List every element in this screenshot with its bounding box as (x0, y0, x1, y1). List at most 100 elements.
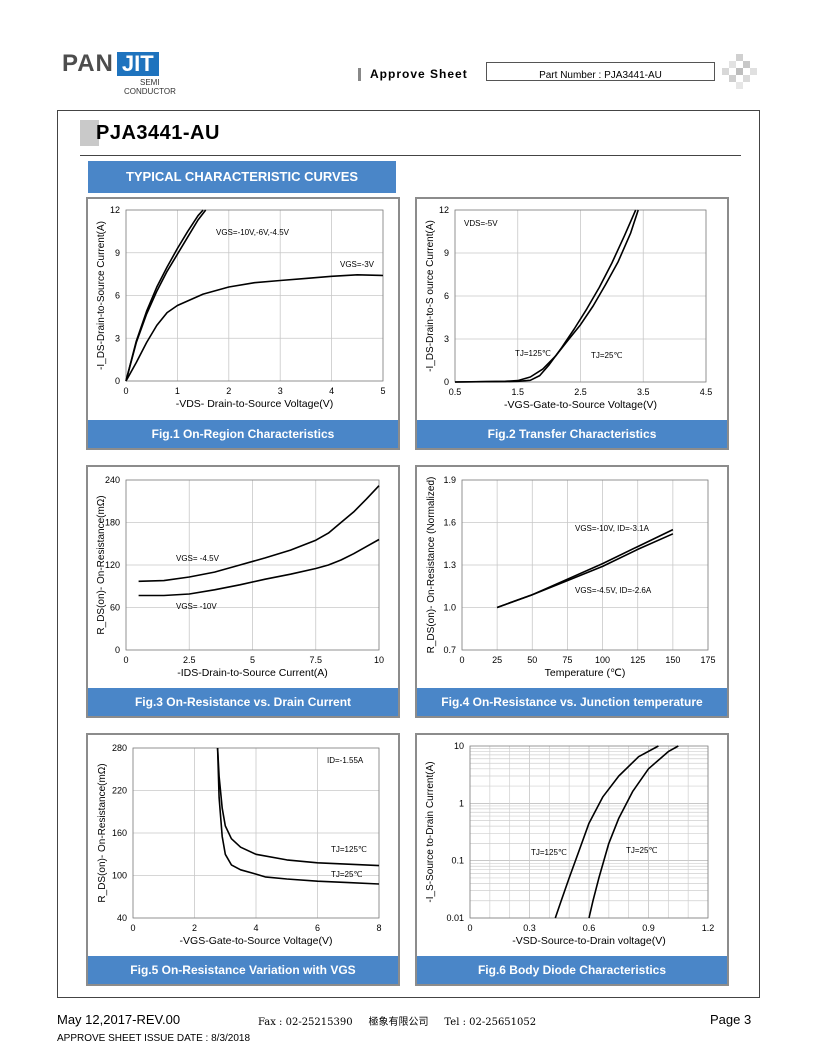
x-axis-label: -IDS-Drain-to-Source Current(A) (177, 667, 328, 679)
page-title: PJA3441-AU (96, 122, 220, 144)
series-line-1 (496, 528, 674, 609)
x-axis-label: Temperature (℃) (545, 667, 626, 679)
x-tick-label: 2.5 (574, 387, 587, 397)
y-tick-label: 1.3 (443, 560, 456, 570)
chart-grid (469, 746, 709, 919)
logo-pan-text: PAN (62, 50, 114, 77)
x-tick-label: 125 (630, 655, 645, 665)
y-axis-label: -I_DS-Drain-to-S ource Current(A) (425, 220, 436, 372)
plot-area (454, 209, 707, 383)
fig1-caption: Fig.1 On-Region Characteristics (88, 420, 398, 448)
chart-annotation: VDS=-5V (464, 219, 498, 228)
x-tick-label: 2 (226, 386, 231, 396)
x-tick-label: 7.5 (309, 655, 322, 665)
y-tick-label: 100 (112, 871, 127, 881)
y-axis-label: -I_DS-Drain-to-Source Current(A) (96, 221, 107, 370)
series-line-2 (138, 538, 380, 597)
chart-annotation: VGS=-10V,-6V,-4.5V (216, 228, 290, 237)
fig3-chart: 0 2.5 5 7.5 10 0 60 120 180 240 -IDS-Drain-to-Sour… (96, 475, 384, 679)
mosaic-decoration-icon (722, 54, 757, 89)
y-tick-label: 160 (112, 828, 127, 838)
x-tick-label: 3 (278, 386, 283, 396)
y-tick-label: 12 (110, 205, 120, 215)
chart-annotation: TJ=25℃ (331, 870, 362, 879)
x-tick-label: 0 (459, 655, 464, 665)
y-tick-label: 0 (444, 377, 449, 387)
x-tick-label: 1.2 (702, 923, 715, 933)
x-tick-label: 100 (595, 655, 610, 665)
y-tick-label: 60 (110, 603, 120, 613)
series-line-1 (554, 745, 659, 919)
x-axis-label: -VSD-Source-to-Drain voltage(V) (512, 935, 665, 947)
fig4-chart: 0 25 50 75 100 125 150 175 0.7 1.0 1.3 1.6 1.9 Temper… (426, 475, 716, 679)
figure-panel-4: 0 25 50 75 100 125 150 175 0.7 1.0 1.3 1.6 1.9 Temper… (415, 465, 729, 718)
chart-annotation: TJ=125℃ (531, 848, 567, 857)
y-tick-label: 1.9 (443, 475, 456, 485)
plot-area (132, 747, 380, 919)
x-tick-label: 4.5 (700, 387, 713, 397)
figure-panel-1: 0 1 2 3 4 5 0 3 6 9 12 -VDS- Drain-to-Source Voltag… (86, 197, 400, 450)
y-tick-label: 280 (112, 743, 127, 753)
x-tick-label: 150 (665, 655, 680, 665)
chart-annotation: VGS= -10V (176, 602, 217, 611)
chart-grid (132, 747, 380, 919)
x-tick-label: 25 (492, 655, 502, 665)
chart-grid (454, 209, 707, 383)
figure-panel-3: 0 2.5 5 7.5 10 0 60 120 180 240 -IDS-Drain-to-Sour… (86, 465, 400, 718)
series-line-3 (125, 274, 384, 382)
x-tick-label: 1 (175, 386, 180, 396)
y-tick-label: 0.01 (446, 913, 464, 923)
series-line-2 (216, 747, 380, 885)
series-line-1 (216, 747, 380, 867)
y-tick-label: 6 (444, 291, 449, 301)
y-axis-label: R_DS(on)- On-Resistance(mΩ) (97, 763, 108, 902)
section-banner: TYPICAL CHARACTERISTIC CURVES (88, 161, 396, 193)
series-line-2 (125, 209, 207, 382)
series-line-2 (454, 209, 637, 383)
y-axis-label: R_DS(on)- On-Resistance (Normalized) (426, 477, 437, 654)
x-tick-label: 8 (376, 923, 381, 933)
x-tick-label: 10 (374, 655, 384, 665)
chart-annotation: ID=-1.55A (327, 756, 364, 765)
x-tick-label: 0 (467, 923, 472, 933)
fig5-chart: 0 2 4 6 8 40 100 160 220 280 -VGS-Gate-to-Source V… (97, 743, 382, 947)
panjit-logo: PAN JIT SEMI CONDUCTOR (62, 50, 176, 97)
footer-date-rev: May 12,2017-REV.00 (57, 1012, 181, 1027)
y-tick-label: 6 (115, 291, 120, 301)
x-tick-label: 0.3 (523, 923, 536, 933)
approve-sheet-label: Approve Sheet (370, 67, 468, 81)
fig2-caption: Fig.2 Transfer Characteristics (417, 420, 727, 448)
figure-panel-5: 0 2 4 6 8 40 100 160 220 280 -VGS-Gate-to-Source V… (86, 733, 400, 986)
figure-panel-2: 0.5 1.5 2.5 3.5 4.5 0 3 6 9 12 -VGS-Gate-to-Source… (415, 197, 729, 450)
y-tick-label: 9 (444, 248, 449, 258)
x-tick-label: 0.9 (642, 923, 655, 933)
y-tick-label: 120 (105, 560, 120, 570)
y-tick-label: 9 (115, 248, 120, 258)
x-tick-label: 0.6 (583, 923, 596, 933)
x-tick-label: 0 (123, 386, 128, 396)
x-tick-label: 1.5 (511, 387, 524, 397)
title-divider (80, 155, 741, 156)
fig5-caption: Fig.5 On-Resistance Variation with VGS (88, 956, 398, 984)
footer-contact: Fax : 02-25215390 極象有限公司 Tel : 02-256510… (258, 1017, 537, 1028)
y-tick-label: 40 (117, 913, 127, 923)
y-axis-label: R_DS(on)- On-Resistance(mΩ) (96, 495, 107, 634)
figure-panel-6: 0 0.3 0.6 0.9 1.2 0.01 0.1 1 10 -VSD-Source-to-Dr… (415, 733, 729, 986)
series-line-2 (588, 745, 679, 919)
x-tick-label: 4 (253, 923, 258, 933)
y-tick-label: 0 (115, 376, 120, 386)
fig4-caption: Fig.4 On-Resistance vs. Junction tempera… (417, 688, 727, 716)
y-tick-label: 0 (115, 645, 120, 655)
logo-semi-text: SEMI (140, 78, 160, 87)
y-tick-label: 3 (444, 334, 449, 344)
x-axis-label: -VGS-Gate-to-Source Voltage(V) (180, 935, 333, 947)
approve-marker (358, 68, 361, 81)
x-tick-label: 5 (380, 386, 385, 396)
x-tick-label: 0 (130, 923, 135, 933)
fig3-caption: Fig.3 On-Resistance vs. Drain Current (88, 688, 398, 716)
x-tick-label: 75 (562, 655, 572, 665)
y-tick-label: 220 (112, 786, 127, 796)
part-number-box: Part Number : PJA3441-AU (486, 62, 715, 81)
chart-annotation: VGS=-3V (340, 260, 375, 269)
